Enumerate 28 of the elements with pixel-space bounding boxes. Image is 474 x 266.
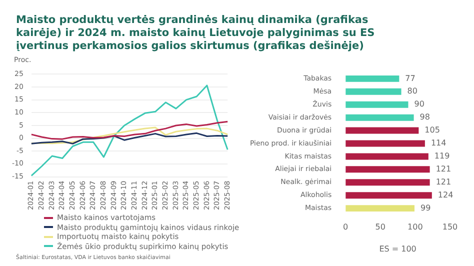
bar bbox=[346, 127, 419, 134]
data-label: 90 bbox=[414, 100, 424, 109]
bar bbox=[346, 153, 428, 160]
bar bbox=[346, 75, 400, 82]
data-label: 114 bbox=[430, 138, 446, 148]
bar bbox=[346, 166, 430, 173]
data-label: 121 bbox=[436, 164, 452, 174]
data-label: 98 bbox=[420, 112, 430, 122]
x-axis-title: ES = 100 bbox=[379, 244, 416, 254]
x-tick-label: 100 bbox=[408, 222, 423, 232]
bar bbox=[346, 140, 425, 147]
x-tick-label: 0 bbox=[343, 222, 348, 232]
data-label: 119 bbox=[434, 152, 450, 161]
data-label: 124 bbox=[438, 190, 454, 200]
data-label: 77 bbox=[405, 74, 416, 83]
bar bbox=[346, 88, 402, 95]
x-tick-label: 50 bbox=[375, 222, 386, 232]
data-label: 105 bbox=[424, 126, 440, 135]
bar bbox=[346, 192, 432, 199]
x-tick-label: 150 bbox=[442, 222, 458, 232]
bar bbox=[346, 179, 430, 186]
bar bbox=[346, 101, 408, 108]
bar bbox=[346, 114, 414, 121]
data-label: 80 bbox=[407, 86, 418, 96]
data-label: 99 bbox=[420, 203, 431, 212]
data-label: 121 bbox=[436, 177, 452, 186]
bar bbox=[346, 205, 414, 212]
chart-title: Maisto produktų vertės grandinės kainų dinamika (grafikas kairėje) ir 2024 m. maisto kainų Lietuvoje palyginimas su ES įvertinus perkamosios galios skirtumus (grafikas dešinėje) bbox=[16, 14, 376, 53]
